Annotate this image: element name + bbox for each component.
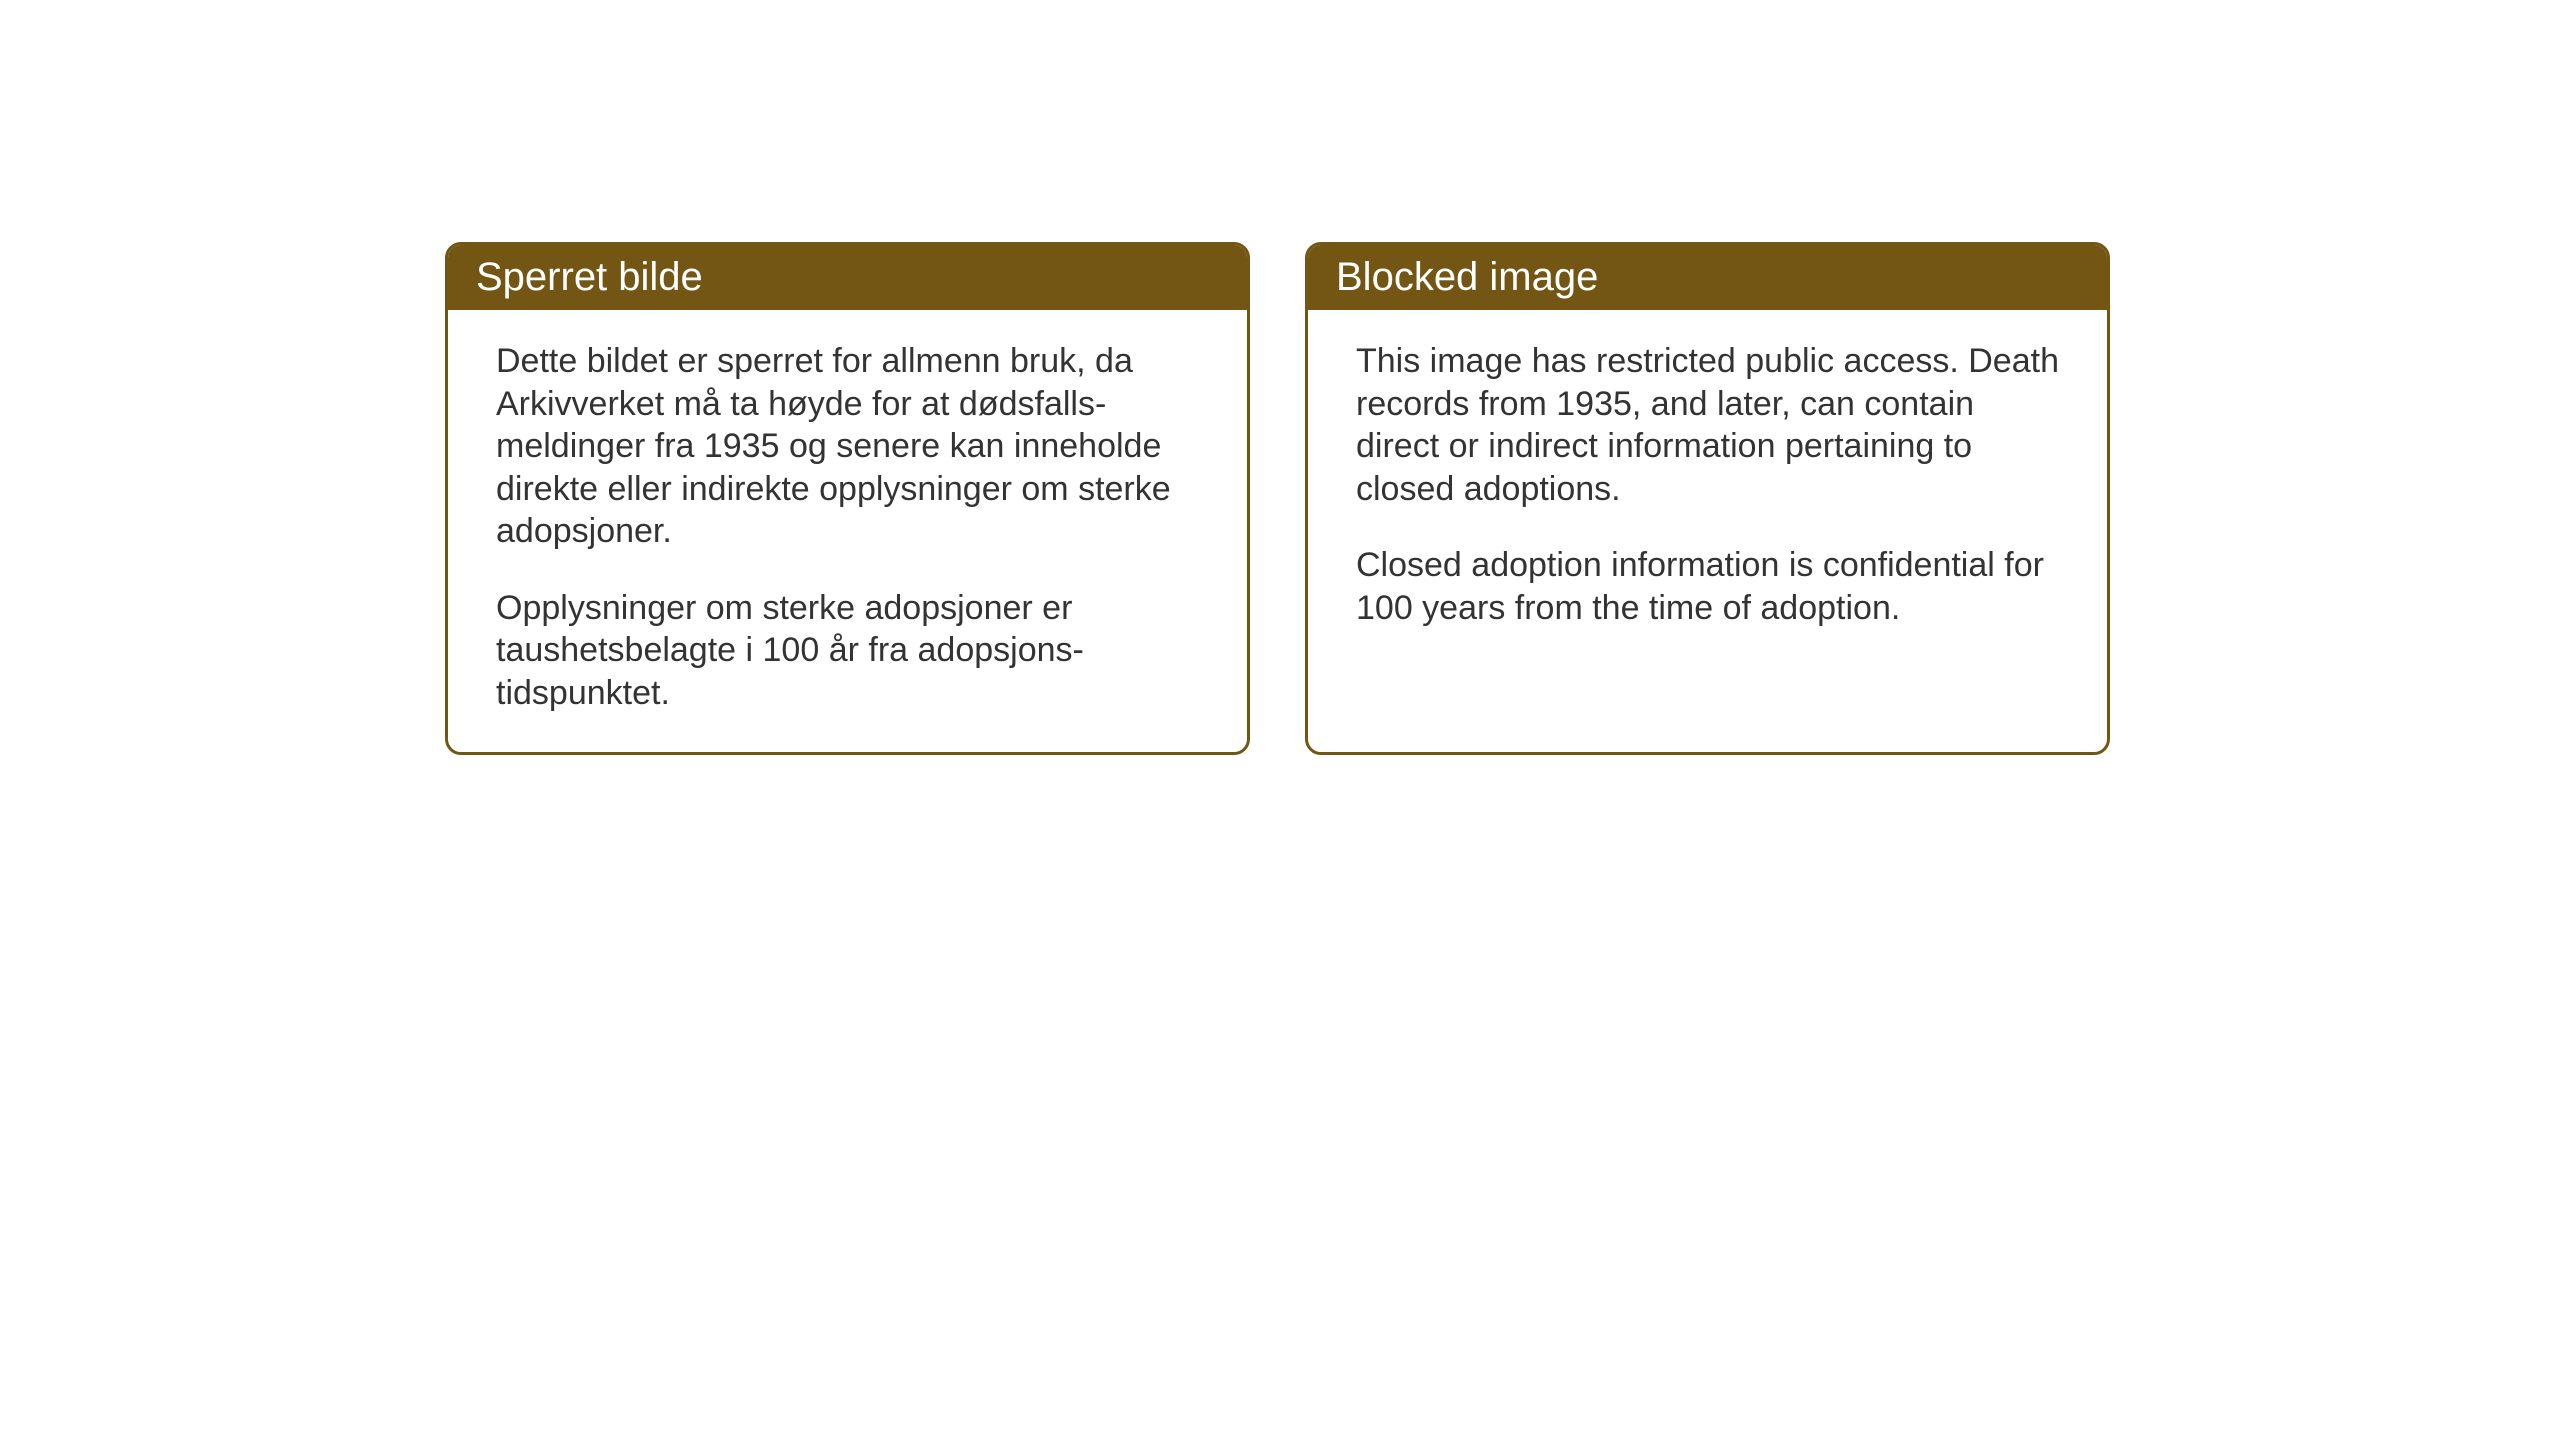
card-paragraph-2-norwegian: Opplysninger om sterke adopsjoner er tau… bbox=[496, 587, 1199, 715]
cards-container: Sperret bilde Dette bildet er sperret fo… bbox=[445, 242, 2110, 755]
card-norwegian: Sperret bilde Dette bildet er sperret fo… bbox=[445, 242, 1250, 755]
card-header-norwegian: Sperret bilde bbox=[448, 245, 1247, 310]
card-header-english: Blocked image bbox=[1308, 245, 2107, 310]
card-body-english: This image has restricted public access.… bbox=[1308, 310, 2107, 667]
card-paragraph-1-english: This image has restricted public access.… bbox=[1356, 340, 2059, 510]
card-title-norwegian: Sperret bilde bbox=[476, 255, 703, 299]
card-title-english: Blocked image bbox=[1336, 255, 1598, 299]
card-paragraph-1-norwegian: Dette bildet er sperret for allmenn bruk… bbox=[496, 340, 1199, 553]
card-english: Blocked image This image has restricted … bbox=[1305, 242, 2110, 755]
card-paragraph-2-english: Closed adoption information is confident… bbox=[1356, 544, 2059, 629]
card-body-norwegian: Dette bildet er sperret for allmenn bruk… bbox=[448, 310, 1247, 752]
